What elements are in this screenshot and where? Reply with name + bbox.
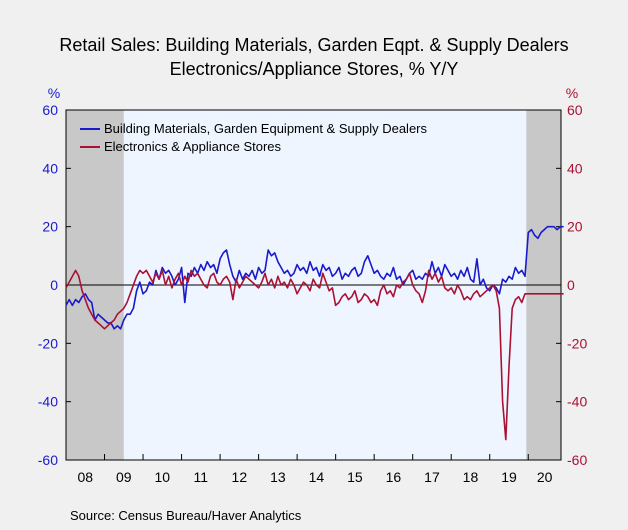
source-note: Source: Census Bureau/Haver Analytics [70, 508, 302, 523]
x-tick-label: 08 [77, 469, 93, 485]
right-tick-label: 0 [567, 277, 575, 293]
left-tick-label: -40 [38, 394, 58, 410]
right-tick-label: -40 [567, 394, 587, 410]
chart-title-line-2: Electronics/Appliance Stores, % Y/Y [170, 59, 459, 79]
left-tick-label: 40 [42, 160, 58, 176]
left-tick-label: 0 [50, 277, 58, 293]
right-tick-label: -60 [567, 452, 587, 468]
x-tick-label: 15 [347, 469, 363, 485]
right-axis-unit: % [566, 85, 578, 101]
right-tick-label: 60 [567, 102, 583, 118]
x-tick-label: 17 [424, 469, 440, 485]
x-tick-label: 13 [270, 469, 286, 485]
x-tick-label: 12 [232, 469, 248, 485]
legend-label-building: Building Materials, Garden Equipment & S… [104, 121, 428, 136]
left-tick-label: 20 [42, 219, 58, 235]
legend-label-electronics: Electronics & Appliance Stores [104, 139, 282, 154]
left-tick-label: 60 [42, 102, 58, 118]
right-tick-label: 20 [567, 219, 583, 235]
x-tick-label: 16 [386, 469, 402, 485]
right-tick-label: -20 [567, 335, 587, 351]
x-tick-label: 14 [309, 469, 325, 485]
x-tick-label: 11 [194, 469, 209, 485]
plot-area: 60 60 40 40 20 20 0 0 -20 -20 -40 -40 -60 -60 08 09 10 11… [38, 102, 588, 485]
x-tick-label: 09 [116, 469, 132, 485]
x-tick-label: 18 [463, 469, 479, 485]
left-tick-label: -60 [38, 452, 58, 468]
series-line-electronics [65, 269, 564, 441]
series-line-building [65, 225, 564, 330]
right-tick-label: 40 [567, 160, 583, 176]
left-tick-label: -20 [38, 335, 58, 351]
x-tick-label: 20 [537, 469, 553, 485]
x-tick-label: 19 [501, 469, 517, 485]
x-tick-label: 10 [155, 469, 171, 485]
legend: Building Materials, Garden Equipment & S… [80, 121, 428, 154]
left-axis-unit: % [48, 85, 60, 101]
chart-title-line-1: Retail Sales: Building Materials, Garden… [59, 35, 568, 55]
